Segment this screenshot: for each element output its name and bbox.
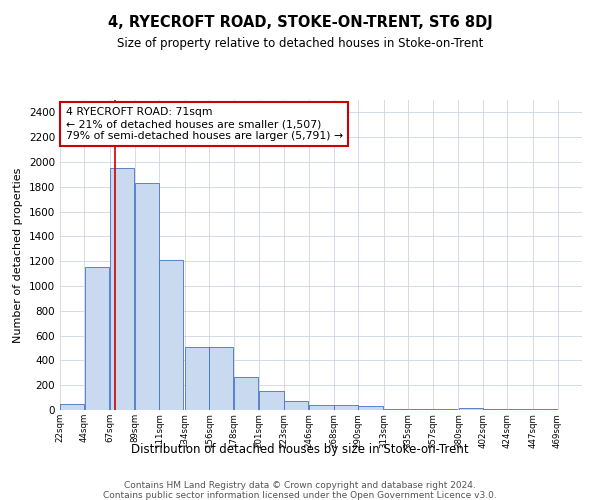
Bar: [384, 409, 408, 410]
Bar: [234, 377, 258, 410]
Text: Size of property relative to detached houses in Stoke-on-Trent: Size of property relative to detached ho…: [117, 38, 483, 51]
Bar: [110, 168, 134, 410]
Bar: [310, 405, 334, 410]
Text: 4 RYECROFT ROAD: 71sqm
← 21% of detached houses are smaller (1,507)
79% of semi-: 4 RYECROFT ROAD: 71sqm ← 21% of detached…: [65, 108, 343, 140]
Text: Distribution of detached houses by size in Stoke-on-Trent: Distribution of detached houses by size …: [131, 442, 469, 456]
Bar: [259, 392, 284, 410]
Text: Contains public sector information licensed under the Open Government Licence v3: Contains public sector information licen…: [103, 491, 497, 500]
Bar: [85, 268, 109, 410]
Bar: [458, 408, 483, 410]
Bar: [135, 183, 159, 410]
Bar: [159, 260, 184, 410]
Text: 4, RYECROFT ROAD, STOKE-ON-TRENT, ST6 8DJ: 4, RYECROFT ROAD, STOKE-ON-TRENT, ST6 8D…: [107, 15, 493, 30]
Y-axis label: Number of detached properties: Number of detached properties: [13, 168, 23, 342]
Bar: [284, 400, 308, 410]
Bar: [483, 409, 507, 410]
Bar: [358, 406, 383, 410]
Bar: [209, 347, 233, 410]
Bar: [334, 405, 358, 410]
Bar: [185, 347, 209, 410]
Text: Contains HM Land Registry data © Crown copyright and database right 2024.: Contains HM Land Registry data © Crown c…: [124, 481, 476, 490]
Bar: [60, 404, 85, 410]
Bar: [409, 409, 433, 410]
